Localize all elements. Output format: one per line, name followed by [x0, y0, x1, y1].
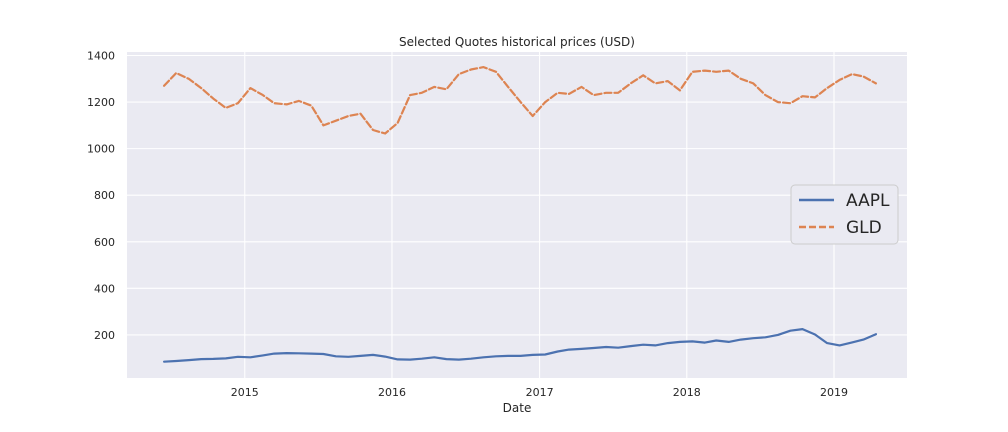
x-tick-label: 2015 — [231, 386, 259, 399]
x-tick-label: 2017 — [526, 386, 554, 399]
x-tick-label: 2016 — [378, 386, 406, 399]
legend-label-gld: GLD — [846, 218, 882, 238]
legend-label-aapl: AAPL — [846, 191, 890, 211]
y-tick-label: 1400 — [87, 49, 115, 62]
y-tick-label: 1000 — [87, 143, 115, 156]
tick-labels: 200 400 600 800 1000 1200 1400 2015 2016 2017 2018… — [87, 49, 848, 399]
y-tick-label: 800 — [94, 189, 115, 202]
series-line-aapl — [163, 328, 878, 363]
y-tick-label: 400 — [94, 282, 115, 295]
y-tick-label: 1200 — [87, 96, 115, 109]
series-line-gld — [163, 65, 878, 135]
plot-area — [127, 52, 907, 378]
x-tick-label: 2019 — [820, 386, 848, 399]
y-tick-label: 600 — [94, 236, 115, 249]
x-tick-label: 2018 — [673, 386, 701, 399]
series-layer — [163, 65, 878, 363]
x-axis-title: Date — [503, 401, 532, 415]
y-tick-label: 200 — [94, 329, 115, 342]
grid — [127, 52, 907, 378]
chart-title: Selected Quotes historical prices (USD) — [399, 35, 635, 49]
legend: AAPL GLD — [790, 184, 899, 245]
